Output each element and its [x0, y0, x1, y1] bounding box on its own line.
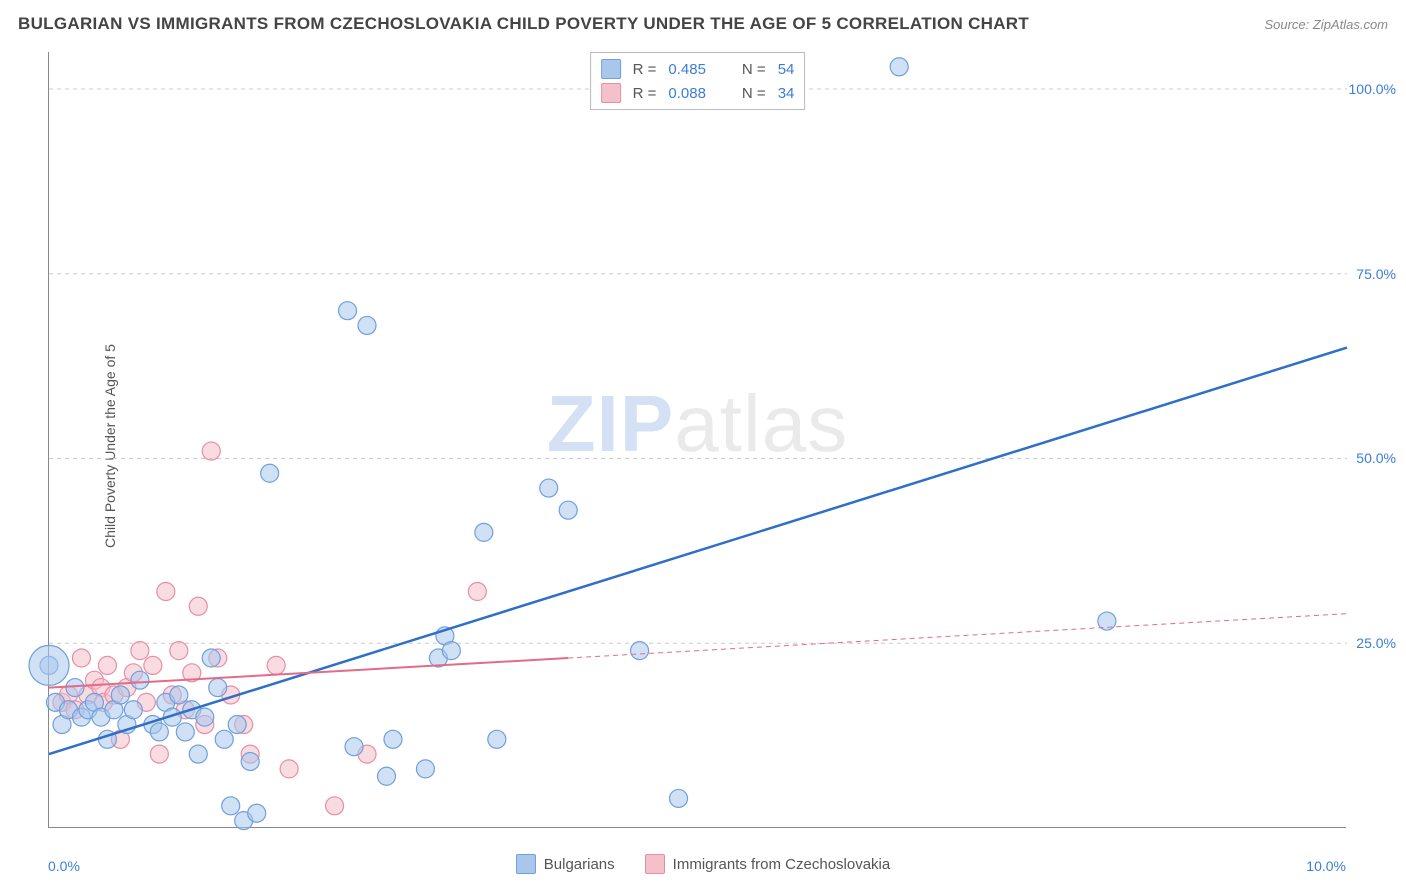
n-value-1: 54 — [778, 61, 795, 78]
swatch-blue — [601, 59, 621, 79]
legend-label-bulgarians: Bulgarians — [544, 856, 615, 873]
series-legend: Bulgarians Immigrants from Czechoslovaki… — [0, 854, 1406, 874]
r-label: R = — [633, 85, 657, 102]
swatch-pink — [601, 83, 621, 103]
r-value-1: 0.485 — [668, 61, 706, 78]
correlation-row-2: R = 0.088 N = 34 — [601, 81, 795, 105]
n-label: N = — [742, 61, 766, 78]
n-label: N = — [742, 85, 766, 102]
legend-item-bulgarians: Bulgarians — [516, 854, 615, 874]
correlation-row-1: R = 0.485 N = 54 — [601, 57, 795, 81]
chart-header: BULGARIAN VS IMMIGRANTS FROM CZECHOSLOVA… — [0, 0, 1406, 48]
ytick-label: 100.0% — [1349, 81, 1396, 97]
swatch-czech — [645, 854, 665, 874]
r-value-2: 0.088 — [668, 85, 706, 102]
n-value-2: 34 — [778, 85, 795, 102]
correlation-legend: R = 0.485 N = 54 R = 0.088 N = 34 — [590, 52, 806, 110]
plot-area: ZIPatlas R = 0.485 N = 54 R = 0.088 N = … — [48, 52, 1346, 828]
chart-svg — [49, 52, 1346, 827]
legend-item-czech: Immigrants from Czechoslovakia — [645, 854, 891, 874]
legend-label-czech: Immigrants from Czechoslovakia — [673, 856, 891, 873]
r-label: R = — [633, 61, 657, 78]
ytick-label: 75.0% — [1356, 266, 1396, 282]
source-label: Source: ZipAtlas.com — [1264, 17, 1388, 32]
chart-title: BULGARIAN VS IMMIGRANTS FROM CZECHOSLOVA… — [18, 14, 1029, 34]
ytick-label: 50.0% — [1356, 450, 1396, 466]
swatch-bulgarians — [516, 854, 536, 874]
ytick-label: 25.0% — [1356, 635, 1396, 651]
